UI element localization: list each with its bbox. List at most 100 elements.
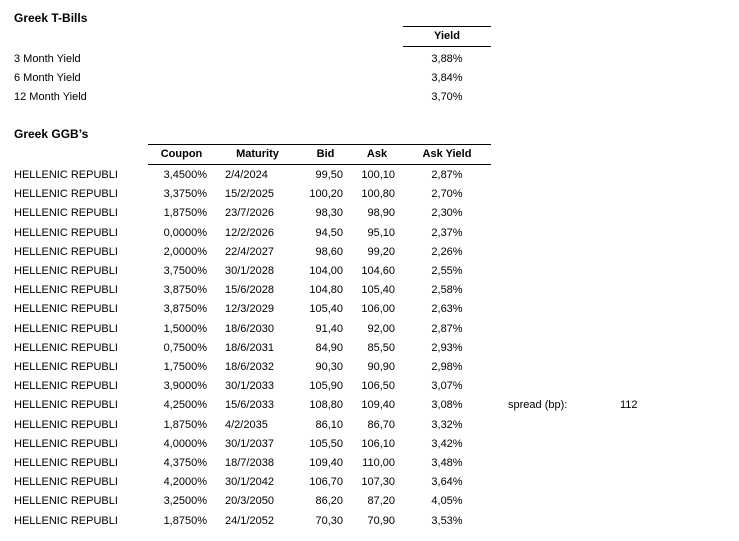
ask-cell: 85,50: [367, 341, 395, 354]
coupon-cell: 1,8750%: [163, 207, 207, 220]
table-row: HELLENIC REPUBLI 4,2500% 15/6/2033 108,80 10…: [0, 396, 491, 415]
coupon-cell: 4,2000%: [163, 476, 207, 489]
ask-yield-cell: 3,53%: [431, 514, 463, 527]
tbills-yield-column-header: Yield: [403, 26, 491, 47]
table-row: HELLENIC REPUBLI 3,4500% 2/4/2024 99,50 100,…: [0, 166, 491, 185]
ask-yield-cell: 2,30%: [431, 207, 463, 220]
issuer-cell: HELLENIC REPUBLI: [14, 322, 118, 335]
maturity-cell: 2/4/2024: [225, 169, 268, 181]
ask-cell: 70,90: [367, 514, 395, 527]
table-row: HELLENIC REPUBLI 4,0000% 30/1/2037 105,50 10…: [0, 435, 491, 454]
bid-cell: 108,80: [309, 399, 343, 412]
table-row: HELLENIC REPUBLI 3,8750% 15/6/2028 104,80 10…: [0, 281, 491, 300]
table-row: HELLENIC REPUBLI 1,8750% 23/7/2026 98,30 98,…: [0, 204, 491, 223]
column-header-maturity: Maturity: [236, 148, 279, 160]
bid-cell: 98,60: [315, 245, 343, 258]
issuer-cell: HELLENIC REPUBLI: [14, 437, 118, 450]
bid-cell: 99,50: [315, 169, 343, 181]
coupon-cell: 4,2500%: [163, 399, 207, 412]
issuer-cell: HELLENIC REPUBLI: [14, 380, 118, 393]
issuer-cell: HELLENIC REPUBLI: [14, 514, 118, 527]
ask-cell: 99,20: [367, 245, 395, 258]
table-row: HELLENIC REPUBLI 3,8750% 12/3/2029 105,40 10…: [0, 300, 491, 319]
ask-yield-cell: 2,58%: [431, 284, 463, 297]
ask-cell: 100,80: [361, 188, 395, 201]
maturity-cell: 12/2/2026: [225, 226, 274, 239]
issuer-cell: HELLENIC REPUBLI: [14, 418, 118, 431]
bid-cell: 86,10: [315, 418, 343, 431]
coupon-cell: 2,0000%: [163, 245, 207, 258]
table-row: HELLENIC REPUBLI 4,3750% 18/7/2038 109,40 11…: [0, 454, 491, 473]
tbill-yield-value: 3,84%: [431, 72, 463, 85]
coupon-cell: 3,3750%: [163, 188, 207, 201]
maturity-cell: 15/6/2033: [225, 399, 274, 412]
ggbs-section-title: Greek GGB’s: [14, 127, 89, 141]
issuer-cell: HELLENIC REPUBLI: [14, 495, 118, 508]
ask-yield-cell: 3,64%: [431, 476, 463, 489]
maturity-cell: 4/2/2035: [225, 418, 268, 431]
tbill-row: 12 Month Yield 3,70%: [0, 88, 491, 107]
coupon-cell: 3,2500%: [163, 495, 207, 508]
table-row: HELLENIC REPUBLI 0,7500% 18/6/2031 84,90 85,…: [0, 339, 491, 358]
ask-cell: 107,30: [361, 476, 395, 489]
table-row: HELLENIC REPUBLI 1,8750% 4/2/2035 86,10 86,7…: [0, 416, 491, 435]
coupon-cell: 3,9000%: [163, 380, 207, 393]
coupon-cell: 0,0000%: [163, 226, 207, 239]
ask-cell: 106,50: [361, 380, 395, 393]
table-row: HELLENIC REPUBLI 1,5000% 18/6/2030 91,40 92,…: [0, 320, 491, 339]
ask-yield-cell: 2,93%: [431, 341, 463, 354]
ask-yield-cell: 2,87%: [431, 169, 463, 181]
bid-cell: 105,40: [309, 303, 343, 316]
coupon-cell: 3,7500%: [163, 265, 207, 277]
ask-cell: 98,90: [367, 207, 395, 220]
table-row: HELLENIC REPUBLI 4,2000% 30/1/2042 106,70 10…: [0, 473, 491, 492]
bid-cell: 91,40: [315, 322, 343, 335]
table-row: HELLENIC REPUBLI 3,7500% 30/1/2028 104,00 10…: [0, 262, 491, 281]
tbill-row: 6 Month Yield 3,84%: [0, 69, 491, 88]
ask-cell: 105,40: [361, 284, 395, 297]
tbill-yield-value: 3,88%: [431, 53, 463, 65]
maturity-cell: 15/6/2028: [225, 284, 274, 297]
maturity-cell: 20/3/2050: [225, 495, 274, 508]
bid-cell: 94,50: [315, 226, 343, 239]
ask-yield-cell: 2,55%: [431, 265, 463, 277]
coupon-cell: 3,8750%: [163, 284, 207, 297]
tbill-label: 3 Month Yield: [14, 53, 81, 65]
maturity-cell: 22/4/2027: [225, 245, 274, 258]
ask-yield-cell: 4,05%: [431, 495, 463, 508]
ask-cell: 87,20: [367, 495, 395, 508]
bid-cell: 100,20: [309, 188, 343, 201]
maturity-cell: 15/2/2025: [225, 188, 274, 201]
maturity-cell: 30/1/2033: [225, 380, 274, 393]
issuer-cell: HELLENIC REPUBLI: [14, 265, 118, 277]
tbill-label: 12 Month Yield: [14, 91, 87, 104]
issuer-cell: HELLENIC REPUBLI: [14, 284, 118, 297]
table-row: HELLENIC REPUBLI 1,7500% 18/6/2032 90,30 90,…: [0, 358, 491, 377]
issuer-cell: HELLENIC REPUBLI: [14, 226, 118, 239]
issuer-cell: HELLENIC REPUBLI: [14, 399, 118, 412]
issuer-cell: HELLENIC REPUBLI: [14, 341, 118, 354]
bid-cell: 105,90: [309, 380, 343, 393]
issuer-cell: HELLENIC REPUBLI: [14, 361, 118, 373]
ask-yield-cell: 2,63%: [431, 303, 463, 316]
maturity-cell: 30/1/2042: [225, 476, 274, 489]
ask-yield-cell: 2,26%: [431, 245, 463, 258]
table-row: HELLENIC REPUBLI 3,9000% 30/1/2033 105,90 10…: [0, 377, 491, 396]
table-row: HELLENIC REPUBLI 3,2500% 20/3/2050 86,20 87,…: [0, 492, 491, 511]
tbill-yield-value: 3,70%: [431, 91, 463, 104]
ask-cell: 86,70: [367, 418, 395, 431]
bid-cell: 109,40: [309, 457, 343, 469]
tbills-section-title: Greek T-Bills: [14, 11, 88, 25]
issuer-cell: HELLENIC REPUBLI: [14, 457, 118, 469]
ask-cell: 109,40: [361, 399, 395, 412]
coupon-cell: 0,7500%: [163, 341, 207, 354]
ask-cell: 95,10: [367, 226, 395, 239]
ask-yield-cell: 2,87%: [431, 322, 463, 335]
ask-cell: 104,60: [361, 265, 395, 277]
ask-yield-cell: 3,48%: [431, 457, 463, 469]
maturity-cell: 24/1/2052: [225, 514, 274, 527]
table-row: HELLENIC REPUBLI 1,8750% 24/1/2052 70,30 70,…: [0, 512, 491, 531]
ask-yield-cell: 2,98%: [431, 361, 463, 373]
spread-label: spread (bp):: [508, 399, 568, 411]
